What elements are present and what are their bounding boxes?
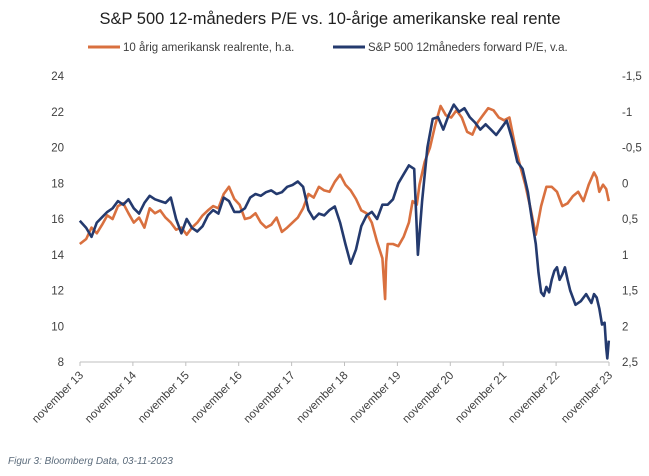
chart-title: S&P 500 12-måneders P/E vs. 10-årige ame… <box>99 10 560 28</box>
left-axis: 24 22 20 18 16 14 12 10 8 <box>51 71 64 369</box>
left-tick-label: 24 <box>51 71 64 83</box>
right-tick-label: 1 <box>622 250 628 262</box>
left-tick-label: 14 <box>51 250 64 262</box>
right-tick-label: -0,5 <box>622 143 642 155</box>
right-tick-label: 0 <box>622 178 628 190</box>
right-tick-label: 0,5 <box>622 214 638 226</box>
left-tick-label: 18 <box>51 178 64 190</box>
left-tick-label: 10 <box>51 321 64 333</box>
x-tick-label: november 14 <box>83 369 139 425</box>
left-tick-label: 20 <box>51 143 64 155</box>
legend-label-real-rate: 10 årig amerikansk realrente, h.a. <box>123 42 294 54</box>
legend: 10 årig amerikansk realrente, h.a. S&P 5… <box>88 42 568 54</box>
left-tick-label: 22 <box>51 107 64 119</box>
x-tick-label: november 23 <box>559 370 615 426</box>
figure-caption: Figur 3: Bloomberg Data, 03-11-2023 <box>8 456 173 467</box>
x-tick-label: november 18 <box>295 370 351 426</box>
x-tick-label: november 13 <box>30 370 86 426</box>
left-tick-label: 12 <box>51 286 64 298</box>
right-tick-label: 1,5 <box>622 286 638 298</box>
right-tick-label: -1 <box>622 107 632 119</box>
left-tick-label: 8 <box>58 357 64 369</box>
x-tick-label: november 15 <box>136 370 192 426</box>
x-tick-label: november 21 <box>453 370 509 426</box>
x-tick-label: november 19 <box>348 370 404 426</box>
series-layer <box>78 103 611 360</box>
series-line-pe <box>78 103 611 360</box>
right-tick-label: 2,5 <box>622 357 638 369</box>
left-tick-label: 16 <box>51 214 64 226</box>
right-axis: -1,5 -1 -0,5 0 0,5 1 1,5 2 2,5 <box>622 71 642 369</box>
right-tick-label: 2 <box>622 321 628 333</box>
x-tick-label: november 22 <box>506 370 562 426</box>
x-tick-label: november 17 <box>242 370 298 426</box>
x-tick-label: november 20 <box>400 370 456 426</box>
x-tick-label: november 16 <box>189 370 245 426</box>
right-tick-label: -1,5 <box>622 71 642 83</box>
legend-label-pe: S&P 500 12måneders forward P/E, v.a. <box>368 42 568 54</box>
